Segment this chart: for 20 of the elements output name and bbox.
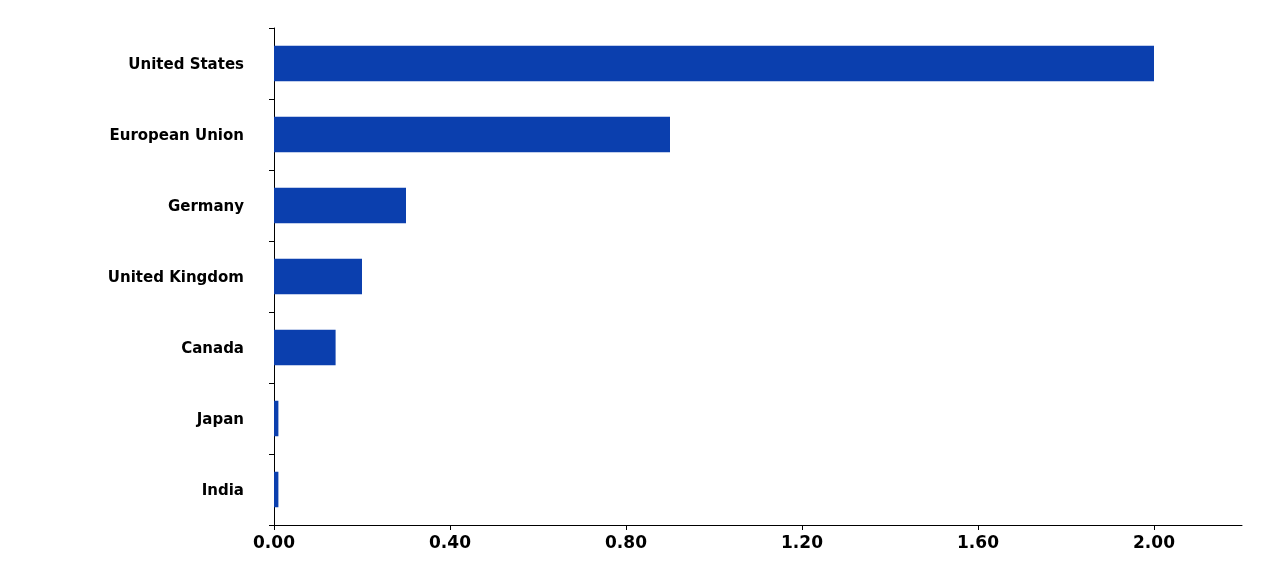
bar	[274, 187, 406, 224]
x-tick-label: 1.20	[781, 531, 824, 552]
bar	[274, 329, 336, 366]
x-tick-label: 0.80	[605, 531, 648, 552]
bar	[274, 258, 362, 295]
bar	[274, 400, 279, 437]
y-tick-label: Germany	[167, 196, 245, 215]
y-tick-label: India	[201, 480, 244, 499]
x-tick-label: 2.00	[1133, 531, 1176, 552]
bar	[274, 45, 1154, 82]
y-tick-label: United States	[128, 54, 245, 73]
x-tick-label: 0.00	[253, 531, 296, 552]
x-tick-label: 1.60	[957, 531, 1000, 552]
bar	[274, 116, 670, 153]
y-tick-label: United Kingdom	[107, 267, 244, 286]
y-tick-label: Japan	[195, 409, 244, 428]
bar	[274, 471, 279, 508]
y-tick-label: European Union	[109, 125, 244, 144]
y-tick-label: Canada	[181, 338, 244, 357]
x-tick-label: 0.40	[429, 531, 472, 552]
